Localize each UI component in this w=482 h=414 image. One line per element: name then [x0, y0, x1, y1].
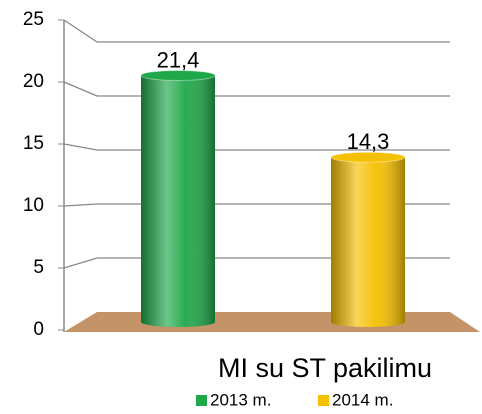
y-tick-label: 20: [23, 71, 44, 92]
bar-shade: [331, 157, 405, 327]
grid-line: [63, 19, 450, 43]
bar-top: [140, 69, 216, 81]
floor: [64, 312, 480, 332]
y-tick-label: 5: [33, 257, 44, 278]
legend-label: 2013 m.: [210, 390, 271, 409]
value-label: 14,3: [347, 129, 390, 154]
legend-label: 2014 m.: [332, 390, 393, 409]
y-tick-label: 15: [23, 133, 44, 154]
bar-shade: [141, 75, 215, 327]
grid-line: [63, 81, 450, 97]
value-label: 21,4: [157, 47, 200, 72]
y-tick-label: 25: [23, 9, 44, 30]
category-label: MI su ST pakilimu: [218, 353, 432, 383]
y-tick-label: 10: [23, 195, 44, 216]
bar-top: [330, 151, 406, 163]
y-tick-label: 0: [33, 319, 44, 340]
legend-swatch: [318, 395, 329, 406]
legend-swatch: [196, 395, 207, 406]
grid-line: [63, 143, 450, 151]
